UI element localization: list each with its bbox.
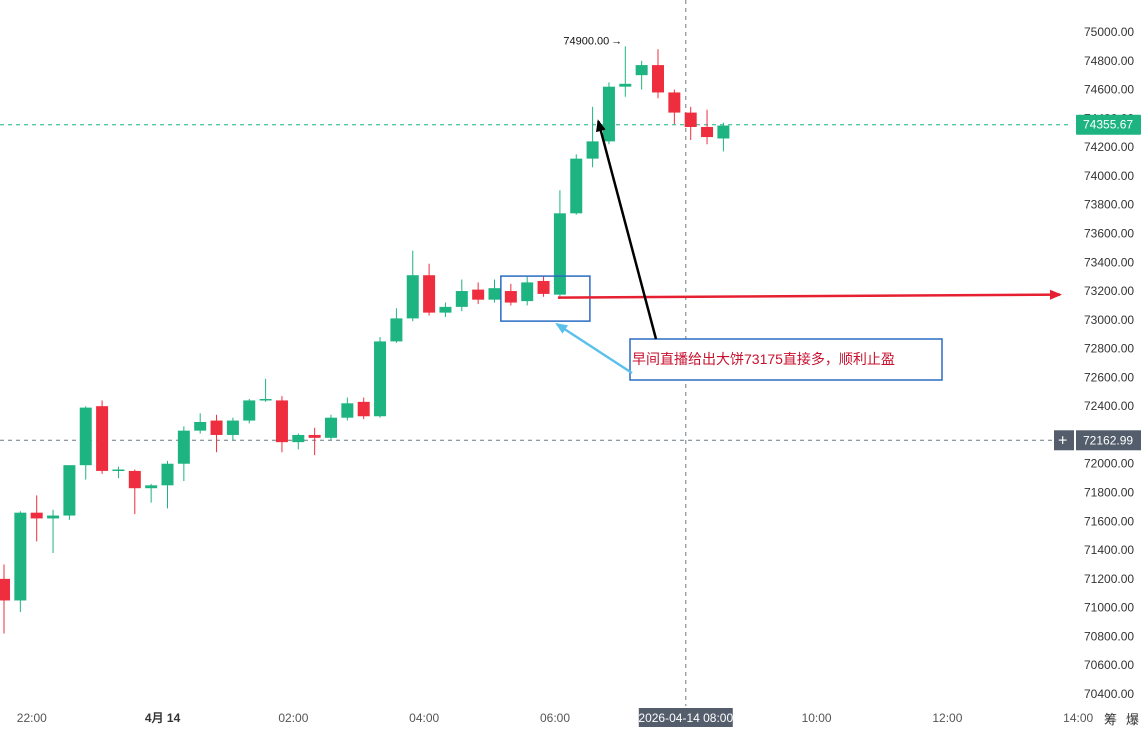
candle-down — [472, 289, 485, 300]
x-tick-label: 06:00 — [540, 711, 570, 725]
candle-up — [390, 318, 403, 342]
y-tick-label: 72800.00 — [1084, 342, 1134, 356]
candle-down — [701, 126, 714, 138]
candle-up — [570, 158, 583, 214]
y-tick-label: 71600.00 — [1084, 514, 1134, 528]
y-tick-label: 71400.00 — [1084, 543, 1134, 557]
y-tick-label: 71800.00 — [1084, 486, 1134, 500]
candle-up — [112, 469, 125, 471]
candle-down — [423, 275, 436, 313]
last-price-tag — [1076, 114, 1141, 135]
chips-toggle[interactable]: 筹 — [1104, 712, 1117, 727]
annotation-box — [629, 338, 943, 381]
candle-up — [194, 422, 207, 431]
x-tick-label: 04:00 — [409, 711, 439, 725]
candle-down — [96, 406, 109, 471]
candle-up — [226, 420, 239, 435]
candle-up — [521, 282, 534, 302]
candle-up — [439, 306, 452, 313]
y-tick-label: 70400.00 — [1084, 687, 1134, 701]
y-tick-label: 70800.00 — [1084, 629, 1134, 643]
candle-down — [357, 401, 370, 417]
candle-up — [717, 125, 730, 139]
candle-up — [47, 515, 60, 519]
candles-layer — [0, 46, 730, 634]
candle-down — [30, 512, 43, 519]
candle-up — [586, 141, 599, 159]
candle-down — [210, 420, 223, 435]
entry-arrow-blue — [555, 323, 633, 375]
crosshair-price-tag — [1076, 430, 1141, 451]
y-tick-label: 72000.00 — [1084, 457, 1134, 471]
candle-down — [668, 92, 681, 113]
y-tick-label: 71000.00 — [1084, 601, 1134, 615]
candle-down — [308, 434, 321, 438]
candle-down — [275, 400, 288, 443]
annotation-layer: 74900.00 → 早间直播给出大饼73175直接多，顺利止盈 — [500, 35, 1062, 381]
candle-up — [63, 465, 76, 516]
high-price-arrow-icon: → — [611, 35, 622, 47]
crosshair-add-button[interactable] — [1054, 430, 1074, 451]
target-arrow-red — [557, 289, 1062, 300]
candle-up — [325, 417, 337, 438]
axes-layer: 75000.0074800.0074600.0074400.0074200.00… — [17, 25, 1141, 727]
y-tick-label: 73400.00 — [1084, 255, 1134, 269]
y-tick-label: 74200.00 — [1084, 140, 1134, 154]
crosshair-price-label: 72162.99 — [1083, 433, 1133, 447]
y-tick-label: 70600.00 — [1084, 658, 1134, 672]
crosshair-time-tag — [638, 708, 733, 727]
candle-up — [553, 213, 566, 295]
candle-up — [602, 86, 615, 142]
y-tick-label: 73800.00 — [1084, 198, 1134, 212]
candle-up — [406, 275, 419, 319]
candle-up — [619, 83, 632, 87]
y-tick-label: 73600.00 — [1084, 226, 1134, 240]
x-tick-label: 14:00 — [1063, 711, 1093, 725]
candle-up — [145, 485, 158, 489]
x-tick-label: 12:00 — [932, 711, 962, 725]
x-tick-label: 02:00 — [278, 711, 308, 725]
high-price-label: 74900.00 — [563, 35, 609, 47]
y-tick-label: 74600.00 — [1084, 83, 1134, 97]
x-tick-label: 4月 14 — [145, 711, 181, 725]
candle-down — [504, 291, 517, 303]
liquidation-toggle[interactable]: 爆 — [1126, 712, 1139, 727]
x-tick-label: 10:00 — [802, 711, 832, 725]
candle-up — [455, 291, 468, 307]
candle-up — [79, 407, 92, 466]
candle-up — [243, 400, 256, 421]
candle-up — [161, 463, 174, 486]
candle-up — [14, 512, 27, 601]
x-tick-label: 22:00 — [17, 711, 47, 725]
last-price-label: 74355.67 — [1083, 118, 1133, 132]
candle-up — [488, 288, 501, 300]
y-tick-label: 72600.00 — [1084, 370, 1134, 384]
candle-down — [537, 280, 550, 294]
candle-up — [259, 398, 272, 401]
annotation-text: 早间直播给出大饼73175直接多，顺利止盈 — [632, 351, 895, 367]
y-tick-label: 74000.00 — [1084, 169, 1134, 183]
y-tick-label: 72400.00 — [1084, 399, 1134, 413]
candle-down — [0, 578, 10, 601]
y-tick-label: 73200.00 — [1084, 284, 1134, 298]
crosshair-time-label: 2026-04-14 08:00 — [638, 711, 733, 725]
y-tick-label: 71200.00 — [1084, 572, 1134, 586]
y-tick-label: 73000.00 — [1084, 313, 1134, 327]
candle-up — [341, 403, 354, 418]
profit-arrow-black — [596, 119, 658, 340]
y-tick-label: 74800.00 — [1084, 54, 1134, 68]
candle-up — [635, 65, 648, 76]
candle-down — [652, 65, 664, 93]
candle-down — [128, 470, 141, 489]
candle-down — [684, 112, 697, 127]
plus-icon[interactable]: + — [1058, 432, 1067, 449]
candle-up — [374, 341, 387, 417]
candle-up — [177, 430, 190, 464]
candle-up — [292, 434, 305, 443]
y-tick-label: 75000.00 — [1084, 25, 1134, 39]
